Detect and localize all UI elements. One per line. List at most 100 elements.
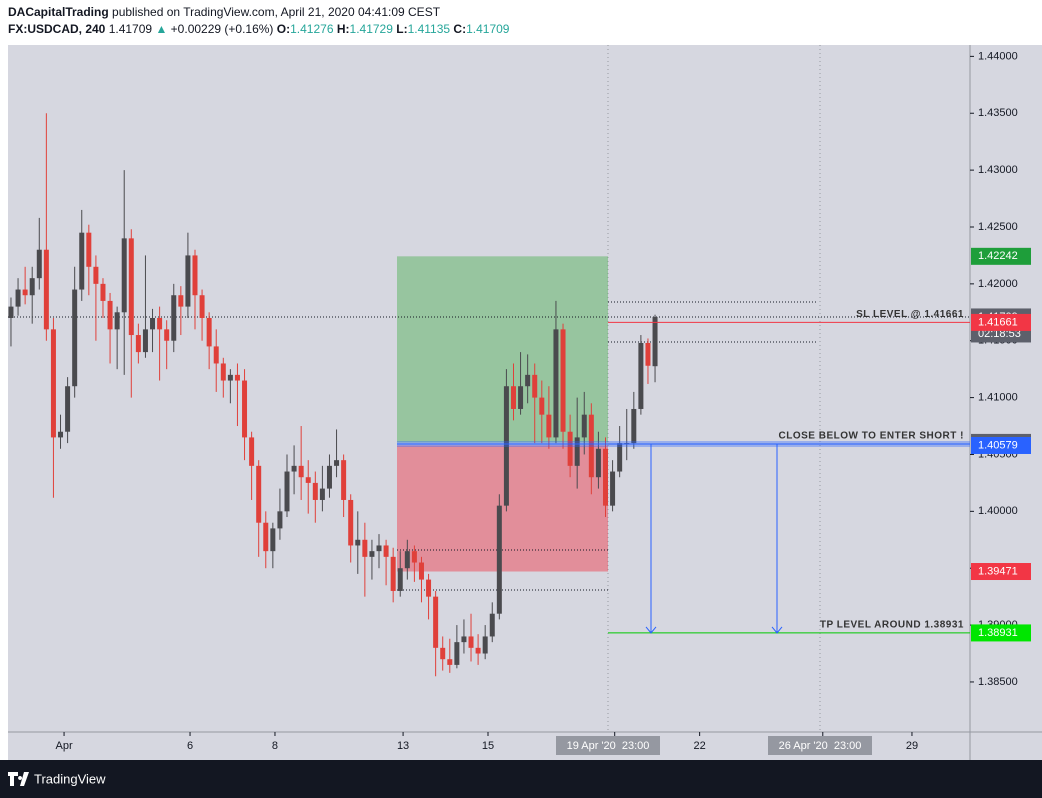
plot	[8, 45, 970, 732]
candle-body	[326, 465, 332, 489]
candle-body	[426, 579, 432, 597]
candle-body	[355, 539, 361, 546]
candle-body	[291, 465, 297, 472]
candle-body	[284, 471, 290, 512]
price-label: 1.38931	[978, 627, 1018, 639]
candle-body	[86, 232, 92, 267]
candle-body	[454, 642, 460, 665]
time-label-bg	[768, 736, 872, 755]
candle-body	[468, 636, 474, 648]
x-tick-label: 15	[482, 740, 494, 752]
candle-body	[334, 460, 340, 466]
candle-body	[348, 499, 354, 546]
header-line: FX:USDCAD, 240 1.41709 ▲ +0.00229 (+0.16…	[8, 22, 510, 36]
arrowhead	[771, 626, 783, 634]
y-tick-label: 1.38500	[978, 676, 1018, 688]
footer-bar	[0, 760, 1042, 798]
candle-body	[652, 316, 658, 367]
l: 1.41135	[408, 22, 451, 36]
time-label: 26 Apr '20 23:00	[779, 740, 862, 752]
candle-body	[305, 477, 311, 483]
candle-body	[114, 312, 120, 330]
y-tick-label: 1.42000	[978, 278, 1018, 290]
candle-body	[574, 437, 580, 466]
candle-body	[510, 386, 516, 409]
candle-body	[645, 343, 651, 366]
price-label-bg	[971, 313, 1031, 331]
candle-body	[22, 289, 28, 296]
candle-body	[270, 528, 276, 552]
candle-body	[256, 465, 262, 523]
x-tick-label: 6	[187, 740, 193, 752]
candle-body	[263, 522, 269, 552]
candle-body	[157, 317, 163, 330]
candle-body	[475, 647, 481, 654]
x-tick-label: 8	[272, 740, 278, 752]
y-tick-label: 1.43500	[978, 107, 1018, 119]
candle-body	[142, 329, 148, 353]
change: +0.00229 (+0.16%)	[171, 22, 274, 36]
candle-body	[312, 482, 318, 500]
candle-body	[164, 329, 170, 341]
published: published on TradingView.com, April 21, …	[112, 5, 441, 19]
o: 1.41276	[290, 22, 334, 36]
candle-body	[369, 551, 375, 557]
candle-body	[43, 249, 49, 330]
candle-body	[227, 374, 233, 381]
candle-body	[588, 414, 594, 478]
h: 1.41729	[350, 22, 394, 36]
candle-body	[277, 511, 283, 529]
candle-body	[178, 295, 184, 307]
candle-body	[447, 659, 453, 665]
candle-body	[362, 539, 368, 557]
candle-body	[220, 363, 226, 381]
arrow: ▲	[155, 22, 167, 36]
c-label: C:	[453, 22, 466, 36]
candle-body	[503, 386, 509, 506]
symbol: FX:USDCAD, 240	[8, 22, 106, 36]
author: DACapitalTrading	[8, 5, 109, 19]
candle-body	[595, 448, 601, 478]
candle-body	[135, 335, 141, 353]
candle-body	[383, 545, 389, 557]
candle-body	[185, 255, 191, 307]
candle-body	[440, 647, 446, 660]
y-tick-label: 1.42500	[978, 221, 1018, 233]
price-label-bg	[971, 436, 1031, 454]
candle-body	[539, 397, 545, 415]
candle-body	[482, 636, 488, 654]
level-label: TP LEVEL AROUND 1.38931	[820, 620, 964, 631]
candle-body	[100, 283, 106, 301]
y-tick-label: 1.41000	[978, 392, 1018, 404]
candle-body	[390, 556, 396, 591]
zone	[397, 445, 608, 572]
candle-body	[496, 505, 502, 614]
header-bg	[0, 0, 1042, 45]
arrowhead	[645, 626, 657, 634]
x-tick-label: 22	[694, 740, 706, 752]
candle-body	[65, 386, 71, 432]
candle-body	[581, 414, 587, 438]
price-label: 1.39471	[978, 565, 1018, 577]
candle-body	[206, 317, 212, 347]
candle-body	[397, 568, 403, 591]
candle-body	[546, 414, 552, 438]
candle-body	[199, 295, 205, 318]
candle-body	[15, 289, 21, 307]
candle-body	[532, 374, 538, 398]
x-tick-label: 13	[397, 740, 409, 752]
candle-body	[525, 374, 531, 387]
candle-body	[72, 289, 78, 387]
time-label-bg	[556, 736, 660, 755]
price-label-bg	[971, 563, 1031, 581]
candle-body	[298, 465, 304, 478]
c: 1.41709	[466, 22, 510, 36]
candle-body	[376, 545, 382, 552]
logo	[8, 772, 29, 786]
candle-body	[567, 431, 573, 466]
candle-body	[79, 232, 85, 290]
y-tick-label: 1.40000	[978, 505, 1018, 517]
candle-body	[58, 431, 64, 438]
candle-body	[36, 249, 42, 279]
